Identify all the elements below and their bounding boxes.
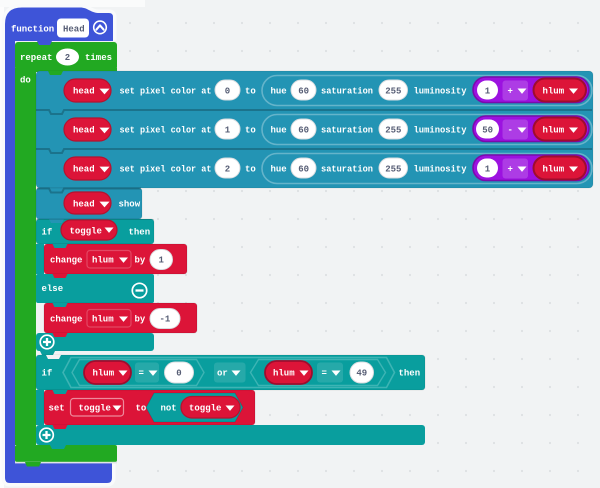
svg-text:to: to [245, 87, 256, 97]
svg-text:by: by [135, 315, 146, 325]
svg-text:hlum: hlum [543, 165, 565, 175]
svg-text:50: 50 [482, 126, 493, 136]
svg-text:-1: -1 [160, 315, 171, 325]
svg-text:=: = [139, 369, 144, 379]
svg-text:function: function [11, 25, 54, 35]
svg-text:change: change [50, 315, 82, 325]
svg-text:60: 60 [298, 165, 309, 175]
svg-text:hue: hue [271, 126, 287, 136]
svg-text:0: 0 [176, 369, 181, 379]
svg-text:do: do [20, 76, 31, 86]
svg-text:hlum: hlum [92, 256, 114, 266]
svg-text:else: else [42, 284, 64, 294]
svg-text:255: 255 [385, 126, 401, 136]
svg-text:0: 0 [225, 87, 230, 97]
svg-text:set pixel color at: set pixel color at [120, 126, 212, 136]
svg-text:repeat: repeat [20, 53, 52, 63]
svg-text:set pixel color at: set pixel color at [120, 165, 212, 175]
svg-text:hlum: hlum [92, 315, 114, 325]
svg-text:255: 255 [385, 165, 401, 175]
svg-text:times: times [85, 53, 112, 63]
svg-text:+: + [508, 87, 513, 97]
svg-text:to: to [245, 165, 256, 175]
svg-text:hlum: hlum [543, 126, 565, 136]
svg-text:toggle: toggle [189, 404, 221, 414]
svg-text:+: + [508, 165, 513, 175]
svg-text:saturation: saturation [321, 165, 373, 175]
svg-text:not: not [161, 404, 177, 414]
svg-text:then: then [129, 228, 151, 238]
svg-text:hlum: hlum [543, 87, 565, 97]
svg-text:saturation: saturation [321, 87, 373, 97]
svg-text:60: 60 [298, 87, 309, 97]
svg-text:to: to [136, 404, 147, 414]
svg-text:if: if [42, 369, 53, 379]
svg-text:if: if [42, 228, 53, 238]
svg-text:luminosity: luminosity [414, 87, 468, 97]
svg-text:or: or [217, 369, 228, 379]
svg-text:by: by [135, 256, 146, 266]
svg-text:toggle: toggle [70, 227, 102, 237]
svg-text:head: head [73, 200, 95, 210]
svg-text:set pixel color at: set pixel color at [120, 87, 212, 97]
svg-text:Head: Head [63, 25, 85, 35]
svg-text:-: - [508, 126, 513, 136]
svg-text:toggle: toggle [79, 404, 111, 414]
svg-text:49: 49 [356, 369, 367, 379]
svg-text:luminosity: luminosity [414, 165, 468, 175]
svg-text:head: head [73, 165, 95, 175]
svg-text:saturation: saturation [321, 126, 373, 136]
svg-text:1: 1 [225, 126, 231, 136]
svg-text:luminosity: luminosity [414, 126, 468, 136]
svg-text:hue: hue [271, 87, 287, 97]
svg-text:255: 255 [385, 87, 401, 97]
svg-text:2: 2 [225, 165, 230, 175]
svg-text:head: head [73, 126, 95, 136]
svg-text:head: head [73, 87, 95, 97]
svg-text:2: 2 [65, 53, 70, 63]
svg-text:1: 1 [485, 87, 491, 97]
svg-text:=: = [322, 369, 327, 379]
svg-text:change: change [50, 256, 82, 266]
svg-text:hue: hue [271, 165, 287, 175]
svg-text:60: 60 [298, 126, 309, 136]
svg-text:1: 1 [485, 165, 491, 175]
svg-text:hlum: hlum [273, 369, 295, 379]
svg-text:show: show [119, 200, 141, 210]
svg-text:to: to [245, 126, 256, 136]
svg-text:then: then [399, 369, 421, 379]
svg-text:set: set [49, 404, 65, 414]
svg-text:hlum: hlum [93, 369, 115, 379]
svg-text:1: 1 [159, 256, 165, 266]
